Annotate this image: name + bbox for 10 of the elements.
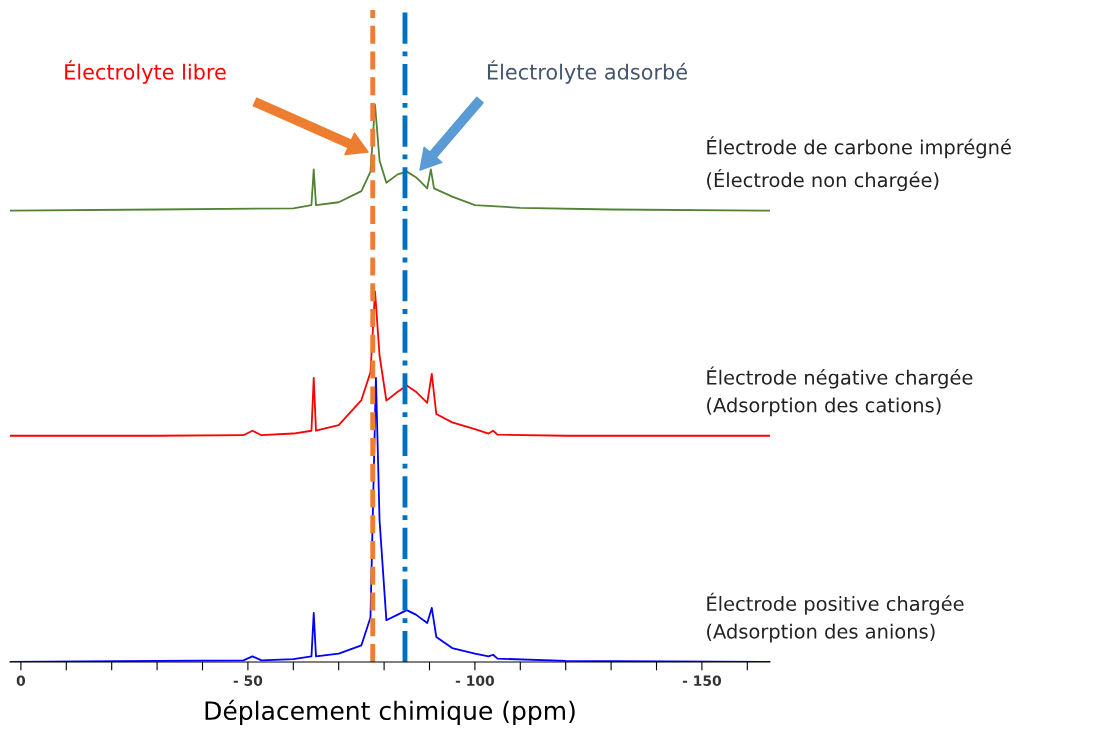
text: Électrolyte libre — [65, 60, 226, 84]
series-label: Électrode négative chargée (Adsorption des cations) — [707, 366, 973, 417]
x-tick-label: - 50 — [233, 675, 263, 686]
x-axis-title: Déplacement chimique (ppm) — [205, 699, 575, 725]
x-tick-label: - 100 — [455, 675, 495, 686]
text: Électrolyte adsorbé — [487, 60, 687, 84]
x-tick-label: 0 — [16, 675, 26, 686]
series-label: Électrode positive chargée (Adsorption des anions) — [707, 592, 964, 643]
x-tick-label: - 150 — [682, 675, 722, 686]
series-label: Électrode de carbone imprégné (Électrode non chargée) — [707, 136, 1011, 192]
